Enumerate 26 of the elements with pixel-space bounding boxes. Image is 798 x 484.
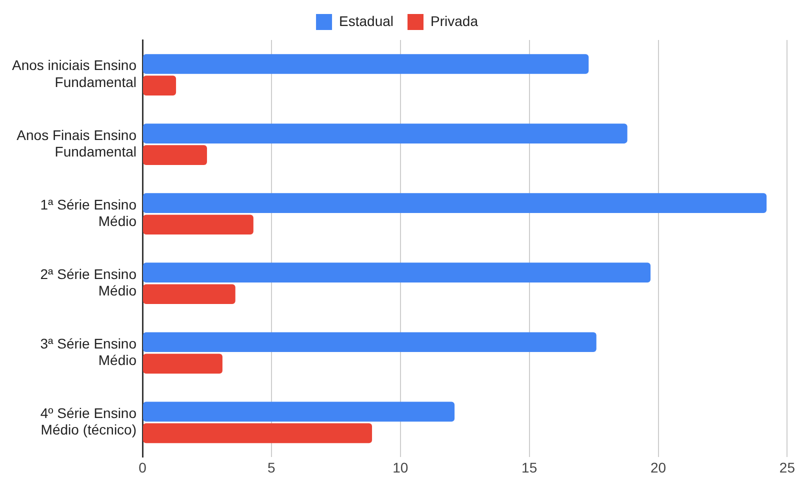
x-tick-label: 15 <box>522 459 538 476</box>
bar <box>143 354 222 374</box>
bar <box>143 124 628 144</box>
y-tick-label: Anos Finais Ensino Fundamental <box>16 126 137 160</box>
bar <box>143 332 596 352</box>
bar <box>143 76 176 96</box>
bar <box>143 262 651 283</box>
y-tick-label: 4º Série Ensino Médio (técnico) <box>40 404 137 438</box>
legend-label: Privada <box>430 12 478 29</box>
bar <box>143 145 207 165</box>
y-tick-label: Anos iniciais Ensino Fundamental <box>12 57 137 90</box>
bar <box>143 423 372 444</box>
bar <box>143 214 254 235</box>
y-tick-label: 3ª Série Ensino Médio <box>40 335 137 368</box>
bar <box>143 284 236 304</box>
y-tick-label: 1ª Série Ensino Médio <box>40 196 137 230</box>
x-tick-label: 10 <box>392 459 408 476</box>
bar <box>143 54 589 74</box>
x-tick-label: 20 <box>650 459 666 476</box>
x-tick-label: 0 <box>138 459 147 476</box>
x-tick-label: 25 <box>779 459 796 476</box>
bar <box>143 193 767 213</box>
y-tick-label: 2ª Série Ensino Médio <box>40 266 137 299</box>
bar <box>143 402 455 422</box>
x-tick-label: 5 <box>268 459 276 476</box>
legend-label: Estadual <box>339 12 394 29</box>
